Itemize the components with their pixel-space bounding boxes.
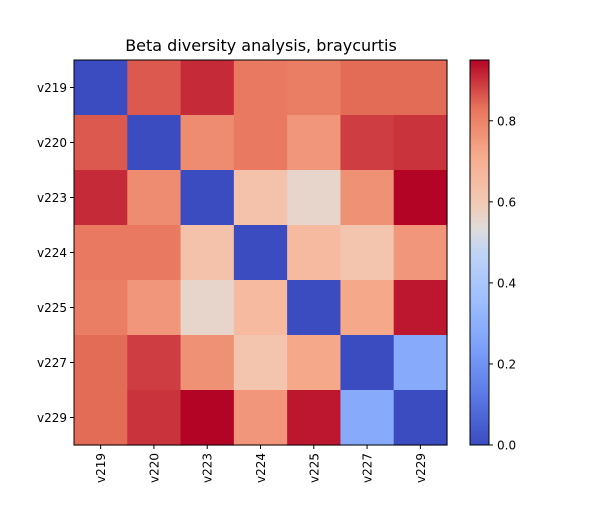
heatmap-cell-v227-v223 [180,335,235,391]
column-tick-labels: v219 v220 v223 v224 v225 v227 v229 [94,445,428,483]
column-tick-label: v220 [147,453,161,483]
row-tick-label: v223 [37,191,67,205]
heatmap-cell-v220-v229 [393,115,448,171]
heatmap-cell-v227-v220 [127,335,182,391]
heatmap-cell-v219-v224 [233,60,288,116]
column-tick-label: v225 [307,453,321,483]
heatmap-cell-v227-v229 [393,335,448,391]
heatmap-cell-v229-v223 [180,390,235,446]
heatmap-cell-v220-v223 [180,115,235,171]
row-tick-label: v219 [37,81,67,95]
heatmap-cell-v220-v227 [340,115,395,171]
heatmap-cell-v225-v223 [180,280,235,336]
heatmap-cell-v223-v224 [233,170,288,226]
heatmap-cell-v223-v229 [393,170,448,226]
heatmap-cell-v224-v223 [180,225,235,281]
row-tick-label: v225 [37,301,67,315]
heatmap-cell-v219-v225 [287,60,342,116]
row-tick-label: v227 [37,356,67,370]
heatmap-cell-v225-v225 [287,280,342,336]
colorbar-tick-label: 0.0 [497,439,516,453]
heatmap-cell-v229-v220 [127,390,182,446]
heatmap-cell-v224-v219 [74,225,128,281]
heatmap-cell-v220-v220 [127,115,182,171]
colorbar-tick-label: 0.2 [497,357,516,371]
colorbar-ticks: 0.0 0.2 0.4 0.6 0.8 [489,114,516,453]
colorbar [469,59,490,446]
heatmap-cell-v220-v225 [287,115,342,171]
heatmap-cell-v229-v227 [340,390,395,446]
heatmap-cell-v225-v229 [393,280,448,336]
colorbar-tick-label: 0.4 [497,276,516,290]
heatmap-cell-v220-v224 [233,115,288,171]
heatmap-cell-v225-v227 [340,280,395,336]
heatmap-cell-v227-v227 [340,335,395,391]
heatmap-cell-v229-v219 [74,390,128,446]
column-tick-label: v223 [201,453,215,483]
column-tick-label: v224 [254,453,268,483]
heatmap-cell-v224-v225 [287,225,342,281]
row-tick-label: v229 [37,411,67,425]
heatmap-cell-v227-v224 [233,335,288,391]
heatmap-cell-v227-v225 [287,335,342,391]
heatmap-cell-v225-v219 [74,280,128,336]
heatmap-cell-v224-v227 [340,225,395,281]
heatmap-cell-v229-v225 [287,390,342,446]
row-tick-label: v220 [37,136,67,150]
colorbar-tick-label: 0.6 [497,195,516,209]
heatmap-cell-v229-v229 [393,390,448,446]
heatmap-cell-v223-v223 [180,170,235,226]
heatmap-cell-v223-v220 [127,170,182,226]
heatmap-cell-v219-v223 [180,60,235,116]
heatmap-cell-v229-v224 [233,390,288,446]
heatmap-cell-v223-v227 [340,170,395,226]
column-tick-label: v229 [414,453,428,483]
column-tick-label: v227 [361,453,375,483]
heatmap-cells [74,60,448,446]
row-tick-label: v224 [37,246,67,260]
heatmap-cell-v219-v229 [393,60,448,116]
heatmap-cell-v224-v220 [127,225,182,281]
heatmap-cell-v225-v220 [127,280,182,336]
heatmap-cell-v224-v229 [393,225,448,281]
chart-title: Beta diversity analysis, braycurtis [125,36,397,55]
heatmap-cell-v219-v227 [340,60,395,116]
heatmap-cell-v223-v219 [74,170,128,226]
heatmap-cell-v224-v224 [233,225,288,281]
heatmap-cell-v223-v225 [287,170,342,226]
heatmap-cell-v219-v220 [127,60,182,116]
heatmap-cell-v227-v219 [74,335,128,391]
heatmap-cell-v225-v224 [233,280,288,336]
column-tick-label: v219 [94,453,108,483]
colorbar-tick-label: 0.8 [497,114,516,128]
row-tick-labels: v219 v220 v223 v224 v225 v227 v229 [37,81,74,425]
heatmap-cell-v219-v219 [74,60,128,116]
heatmap-cell-v220-v219 [74,115,128,171]
